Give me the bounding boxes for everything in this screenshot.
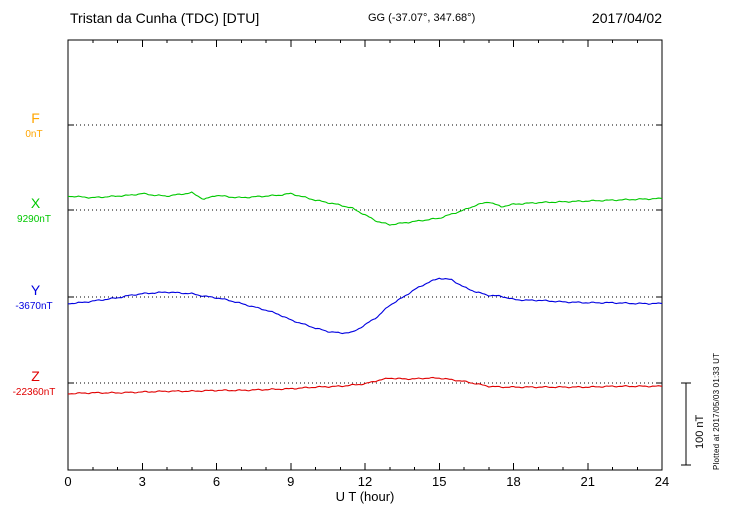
x-tick-label: 6 (213, 474, 220, 489)
x-tick-label: 0 (64, 474, 71, 489)
component-baseline-value-F: 0nT (25, 129, 43, 140)
trace-X (67, 191, 663, 226)
geographic-coordinates: GG (-37.07°, 347.68°) (368, 12, 476, 24)
x-tick-label: 18 (506, 474, 520, 489)
component-label-Z: Z (31, 368, 40, 384)
x-tick-label: 12 (358, 474, 372, 489)
trace-Z (67, 376, 663, 395)
plotted-at-note: Plotted at 2017/05/03 01:33 UT (712, 352, 721, 470)
scale-bar-label: 100 nT (694, 414, 706, 449)
x-tick-label: 15 (432, 474, 446, 489)
x-tick-label: 24 (655, 474, 669, 489)
component-baseline-value-X: 9290nT (17, 214, 51, 225)
component-label-F: F (31, 110, 40, 126)
x-tick-label: 21 (581, 474, 595, 489)
x-tick-label: 3 (139, 474, 146, 489)
component-label-X: X (30, 195, 41, 211)
plot-frame (67, 39, 663, 471)
date-label: 2017/04/02 (591, 10, 662, 26)
x-tick-label: 9 (287, 474, 294, 489)
station-title: Tristan da Cunha (TDC) [DTU] (70, 10, 260, 26)
component-baseline-value-Z: -22360nT (12, 387, 56, 398)
x-axis-label: U T (hour) (335, 489, 395, 504)
trace-Y (67, 277, 663, 335)
component-label-Y: Y (30, 282, 41, 298)
component-baseline-value-Y: -3670nT (15, 301, 53, 312)
